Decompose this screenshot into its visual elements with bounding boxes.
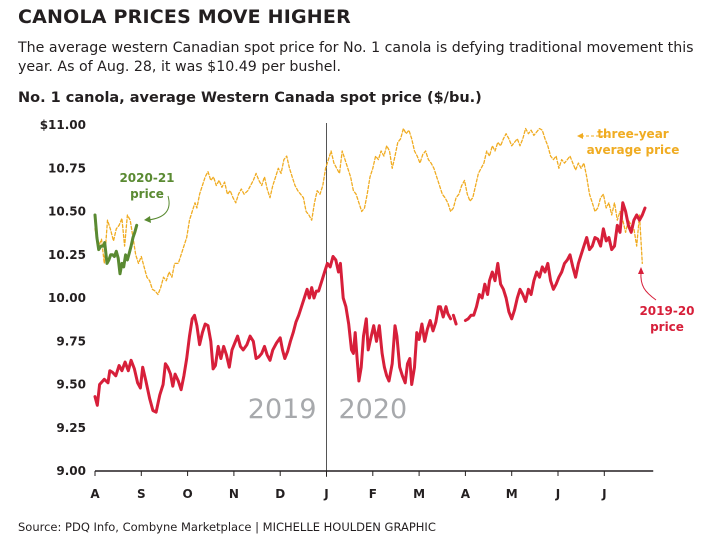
year-label-2019: 2019: [248, 394, 317, 425]
y-tick-label: 10.50: [48, 205, 86, 219]
series-layer: [93, 127, 647, 414]
x-tick-label: M: [506, 487, 518, 501]
series-line-2019-20: [463, 201, 647, 322]
y-tick-label: 9.50: [56, 378, 86, 392]
y-tick-label: 10.75: [48, 161, 86, 175]
series-line-2019-20: [93, 255, 453, 414]
annotation-2019-20: price: [650, 320, 684, 334]
y-tick-label: $11.00: [40, 118, 86, 132]
year-label-2020: 2020: [339, 394, 408, 425]
annotation-2019-20: 2019-20: [639, 304, 694, 318]
headline: CANOLA PRICES MOVE HIGHER: [18, 6, 351, 28]
y-tick-label: 10.00: [48, 291, 86, 305]
series-line-three-year-average: [94, 127, 643, 296]
source-credit: Source: PDQ Info, Combyne Marketplace | …: [18, 520, 436, 534]
x-tick-label: J: [555, 487, 560, 501]
x-tick-label: O: [182, 487, 192, 501]
annotation-arrow: [640, 271, 657, 301]
y-tick-label: 10.25: [48, 248, 86, 262]
y-tick-label: 9.00: [56, 464, 86, 478]
annotation-layer: 2020-21 price three-year average price 2019-…: [119, 127, 694, 334]
annotation-2020-21: price: [130, 187, 164, 201]
x-tick-label: D: [275, 487, 285, 501]
series-line-2020-21: [93, 213, 139, 276]
arrow-head: [577, 133, 583, 139]
annotation-arrow: [147, 195, 170, 221]
y-tick-label: 9.75: [56, 334, 86, 348]
x-tick-label: F: [369, 487, 377, 501]
x-tick-label: M: [413, 487, 425, 501]
y-tick-layer: $11.00 10.75 10.50 10.25 10.00 9.75 9.50 9.25 9.…: [40, 118, 86, 478]
arrow-head: [638, 267, 644, 274]
arrow-head: [144, 216, 151, 223]
annotation-2020-21: 2020-21: [119, 171, 174, 185]
x-tick-label: A: [461, 487, 471, 501]
x-tick-label: A: [90, 487, 100, 501]
annotation-three-year-average: average price: [587, 143, 680, 157]
y-tick-label: 9.25: [56, 421, 86, 435]
chart-title: No. 1 canola, average Western Canada spo…: [18, 90, 482, 106]
annotation-three-year-average: three-year: [597, 127, 669, 141]
x-tick-label: S: [137, 487, 146, 501]
series-line-2019-20: [451, 313, 458, 326]
x-tick-label: J: [323, 487, 328, 501]
intro-text: The average western Canadian spot price …: [18, 40, 694, 75]
x-tick-label: N: [229, 487, 239, 501]
year-label-layer: 2019 2020: [248, 394, 407, 425]
x-tick-label: J: [601, 487, 606, 501]
